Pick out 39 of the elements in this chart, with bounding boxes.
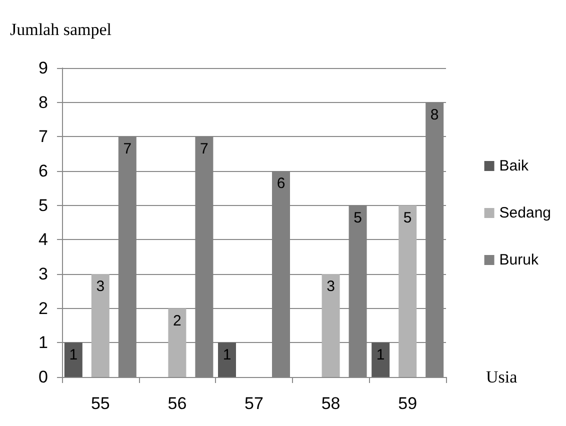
data-label: 3	[326, 278, 335, 295]
legend-label: Sedang	[499, 204, 551, 222]
bar	[64, 342, 82, 377]
bar	[398, 205, 417, 377]
data-label: 5	[354, 209, 362, 226]
data-label: 7	[200, 140, 208, 158]
x-tick-label: 58	[321, 394, 340, 413]
bar	[322, 274, 340, 377]
x-tick-label: 57	[244, 394, 264, 413]
data-label: 3	[96, 278, 105, 295]
data-label: 2	[173, 312, 182, 330]
y-tick-label: 0	[38, 368, 48, 386]
y-axis-title: Jumlah sampel	[10, 20, 112, 39]
bar	[218, 342, 236, 377]
bar	[168, 308, 186, 377]
legend-label: Buruk	[499, 252, 539, 268]
x-tick-label: 55	[90, 394, 110, 413]
y-tick-label: 7	[38, 127, 48, 146]
x-tick-label: 59	[398, 394, 418, 413]
data-label: 1	[376, 346, 385, 364]
legend-label: Baik	[499, 158, 529, 174]
y-tick-label: 3	[38, 264, 48, 284]
data-label: 1	[222, 346, 232, 364]
y-tick-label: 1	[38, 333, 48, 352]
bar	[91, 274, 110, 377]
data-label: 6	[276, 175, 286, 192]
x-tick-label: 56	[168, 394, 187, 413]
y-tick-label: 8	[38, 92, 48, 112]
data-label: 7	[123, 140, 132, 158]
data-label: 1	[69, 346, 78, 364]
bar	[372, 342, 390, 377]
y-tick-label: 5	[38, 196, 48, 215]
data-label: 5	[403, 209, 412, 226]
y-tick-label: 9	[38, 58, 48, 78]
y-tick-label: 2	[38, 298, 48, 318]
data-label: 8	[430, 106, 439, 124]
x-axis-title: Usia	[486, 368, 518, 386]
y-tick-label: 6	[38, 162, 48, 180]
y-tick-label: 4	[38, 230, 48, 250]
